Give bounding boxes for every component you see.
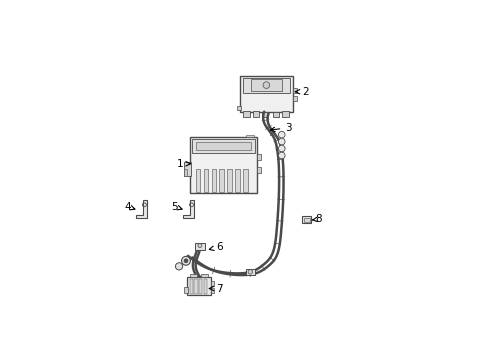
- Bar: [282, 111, 289, 117]
- Bar: [212, 169, 216, 192]
- Bar: [192, 139, 255, 153]
- Bar: [204, 169, 208, 192]
- Bar: [190, 274, 197, 278]
- Bar: [227, 169, 232, 192]
- Circle shape: [278, 131, 285, 138]
- Bar: [187, 278, 211, 296]
- Bar: [243, 111, 250, 117]
- Bar: [196, 141, 251, 150]
- Bar: [273, 112, 279, 117]
- Bar: [184, 287, 188, 293]
- Bar: [196, 169, 200, 192]
- Bar: [257, 154, 261, 159]
- Bar: [195, 279, 198, 294]
- Bar: [293, 96, 297, 102]
- Bar: [251, 79, 282, 91]
- Bar: [195, 243, 205, 250]
- Circle shape: [175, 263, 183, 270]
- Text: 3: 3: [270, 123, 292, 133]
- Polygon shape: [136, 200, 147, 218]
- Text: 6: 6: [209, 242, 222, 252]
- Bar: [199, 279, 202, 294]
- Circle shape: [278, 138, 285, 145]
- Bar: [245, 269, 255, 275]
- Bar: [243, 77, 290, 93]
- Circle shape: [278, 152, 285, 159]
- Bar: [237, 105, 241, 110]
- Bar: [243, 169, 247, 192]
- Text: 8: 8: [313, 214, 322, 224]
- Bar: [257, 167, 261, 174]
- Bar: [220, 169, 224, 192]
- Bar: [240, 76, 293, 112]
- Polygon shape: [183, 200, 194, 218]
- Text: 2: 2: [295, 87, 309, 97]
- Bar: [190, 138, 257, 193]
- Bar: [245, 135, 254, 138]
- Circle shape: [248, 270, 252, 274]
- Text: 7: 7: [209, 284, 222, 293]
- Bar: [303, 218, 310, 222]
- Text: 1: 1: [177, 159, 190, 169]
- Bar: [201, 274, 208, 278]
- Bar: [262, 112, 268, 117]
- Text: 5: 5: [172, 202, 182, 212]
- Bar: [211, 288, 214, 293]
- Circle shape: [278, 145, 285, 152]
- Bar: [184, 162, 191, 176]
- Circle shape: [182, 256, 191, 265]
- Text: 4: 4: [124, 202, 135, 212]
- Bar: [302, 216, 311, 223]
- Bar: [235, 169, 240, 192]
- Bar: [252, 111, 259, 117]
- Bar: [190, 279, 193, 294]
- Circle shape: [198, 244, 202, 247]
- Circle shape: [263, 82, 270, 89]
- Bar: [293, 87, 297, 93]
- Circle shape: [184, 259, 188, 263]
- Bar: [211, 281, 214, 286]
- Bar: [184, 169, 187, 176]
- Bar: [204, 279, 207, 294]
